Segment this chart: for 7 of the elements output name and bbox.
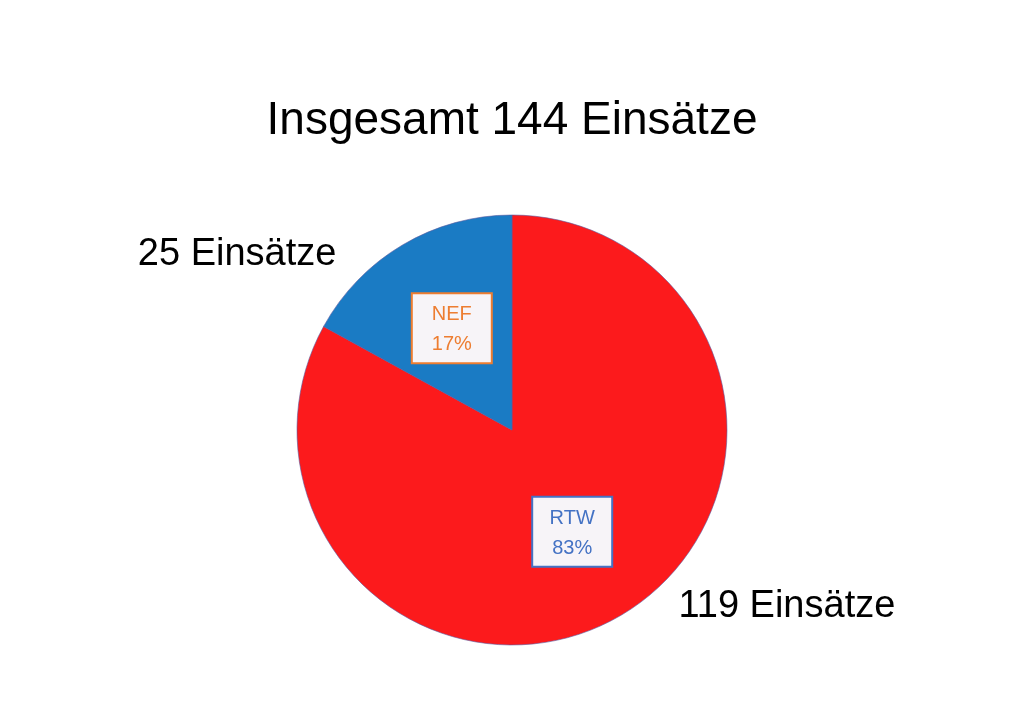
slice-label: NEF [431, 302, 472, 325]
data-label: 83% [552, 535, 593, 558]
chart-title: Insgesamt 144 Einsätze [266, 92, 758, 144]
text: 119 Einsätze [678, 583, 896, 626]
data-label: 17% [431, 332, 473, 355]
slice-label: RTW [549, 505, 595, 528]
text: 25 Einsätze [137, 230, 337, 273]
